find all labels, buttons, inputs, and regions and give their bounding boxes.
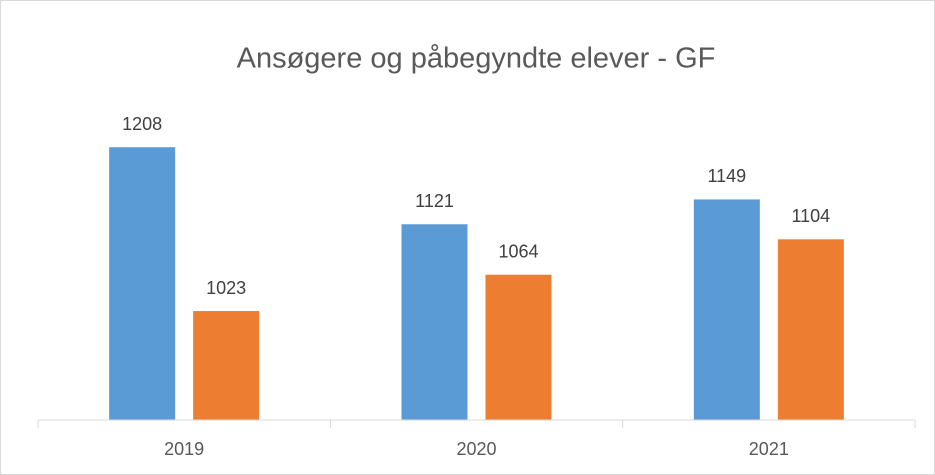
data-label: 1121 [415, 191, 454, 211]
data-label: 1208 [122, 114, 162, 134]
data-label: 1064 [498, 241, 538, 261]
data-label: 1149 [707, 166, 746, 186]
bar [193, 311, 260, 420]
data-label: 1023 [206, 278, 246, 298]
bar [401, 224, 468, 420]
x-tick-label: 2021 [749, 439, 789, 459]
bar [693, 199, 760, 420]
data-label: 1104 [791, 206, 830, 226]
bar [109, 147, 176, 420]
x-tick-label: 2019 [164, 439, 204, 459]
bar [777, 239, 844, 420]
chart-title: Ansøgere og påbegyndte elever - GF [237, 43, 716, 75]
x-tick-label: 2020 [456, 439, 496, 459]
bar [485, 274, 552, 420]
